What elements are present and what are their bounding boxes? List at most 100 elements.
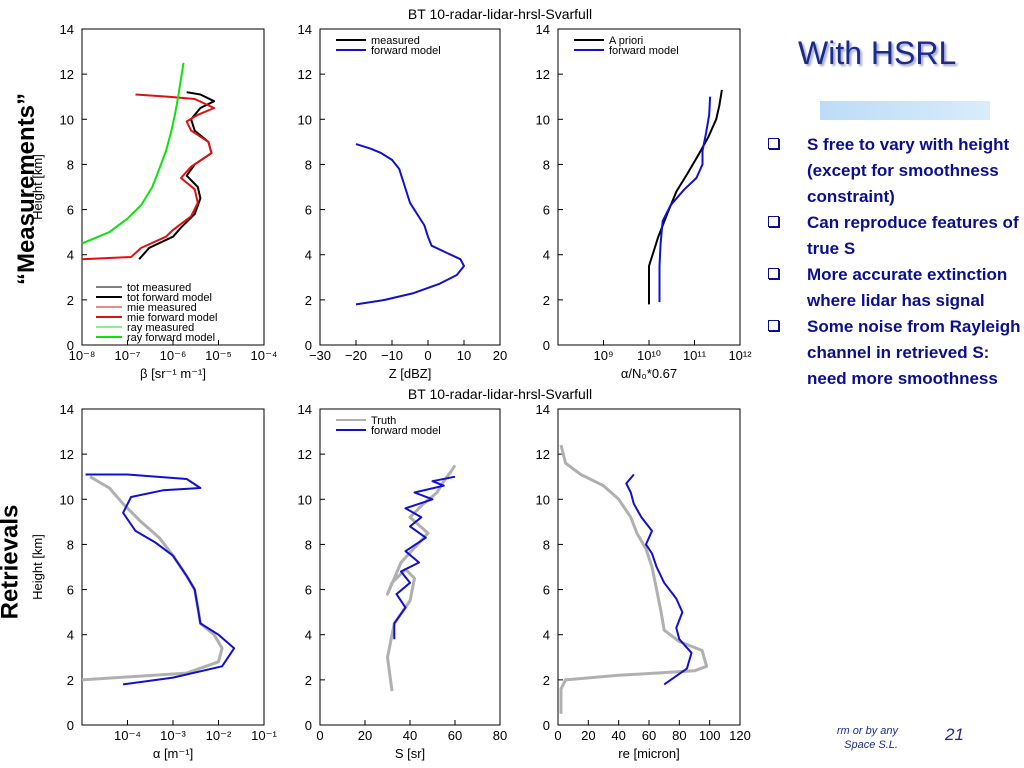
x-tick-label: 10⁻⁸ <box>69 348 96 363</box>
x-axis-label: α [m⁻¹] <box>153 746 193 761</box>
legend-label: forward model <box>371 45 441 57</box>
x-tick-label: 10⁻¹ <box>251 728 277 743</box>
side-label-measurements: “Measurements” <box>13 92 41 286</box>
y-tick-label: 4 <box>67 248 74 263</box>
series-line <box>355 143 465 306</box>
x-tick-label: 10⁻⁷ <box>114 348 140 363</box>
checkbox-bullet-icon <box>768 138 779 149</box>
series-line <box>625 473 693 686</box>
bullet-item: Some noise from Rayleigh channel in retr… <box>764 314 1022 392</box>
slide-title: With HSRL <box>798 35 957 71</box>
bullet-item: S free to vary with height (except for s… <box>764 132 1022 210</box>
y-tick-label: 6 <box>543 203 550 218</box>
y-tick-label: 12 <box>536 67 550 82</box>
y-tick-label: 10 <box>536 492 550 507</box>
y-tick-label: 6 <box>67 203 74 218</box>
y-tick-label: 4 <box>305 628 312 643</box>
x-tick-label: 10¹¹ <box>683 348 707 363</box>
y-tick-label: 0 <box>543 338 550 353</box>
checkbox-bullet-icon <box>768 268 779 279</box>
x-tick-label: 10¹⁰ <box>637 348 661 363</box>
y-tick-label: 14 <box>298 22 312 37</box>
x-tick-label: 60 <box>642 728 656 743</box>
y-tick-label: 12 <box>60 447 74 462</box>
series-line <box>81 93 216 261</box>
x-tick-label: 10⁻³ <box>160 728 186 743</box>
x-tick-label: 80 <box>493 728 507 743</box>
series-line <box>81 62 185 245</box>
legend-label: Truth <box>371 415 396 427</box>
series-line <box>138 91 216 260</box>
series-line <box>648 89 723 305</box>
y-tick-label: 8 <box>67 157 74 172</box>
y-tick-label: 2 <box>67 293 74 308</box>
y-tick-label: 2 <box>305 293 312 308</box>
x-tick-label: 20 <box>581 728 595 743</box>
y-tick-label: 8 <box>543 537 550 552</box>
page-number: 21 <box>945 725 964 744</box>
footer-text: rm or by any Space S.L. <box>836 725 898 751</box>
series-line <box>386 464 457 692</box>
x-tick-label: 10⁻⁴ <box>114 728 141 743</box>
x-axis-label: α/N₀*0.67 <box>621 366 677 381</box>
legend-label: measured <box>371 35 420 47</box>
y-tick-label: 4 <box>305 248 312 263</box>
x-tick-label: 10⁹ <box>593 348 613 363</box>
y-tick-label: 0 <box>305 338 312 353</box>
y-axis-label: Height [km] <box>30 154 45 220</box>
x-tick-label: −20 <box>345 348 367 363</box>
y-tick-label: 12 <box>536 447 550 462</box>
y-tick-label: 12 <box>60 67 74 82</box>
y-tick-label: 2 <box>543 673 550 688</box>
x-tick-label: 0 <box>554 728 561 743</box>
y-tick-label: 14 <box>298 402 312 417</box>
y-tick-label: 12 <box>298 447 312 462</box>
y-axis-label: Height [km] <box>30 534 45 600</box>
checkbox-bullet-icon <box>768 320 779 331</box>
bullet-item: Can reproduce features of true S <box>764 210 1022 262</box>
x-tick-label: 10 <box>457 348 471 363</box>
legend-label: mie measured <box>127 302 197 314</box>
x-tick-label: 100 <box>699 728 721 743</box>
x-tick-label: −30 <box>309 348 331 363</box>
title-underline-bar <box>820 101 990 120</box>
legend-label: tot forward model <box>127 292 212 304</box>
x-tick-label: 10⁻⁶ <box>160 348 187 363</box>
x-axis-label: Z [dBZ] <box>389 366 432 381</box>
series-line <box>658 96 712 303</box>
y-tick-label: 14 <box>536 402 550 417</box>
y-tick-label: 4 <box>543 628 550 643</box>
series-line <box>81 475 224 682</box>
legend-label: tot measured <box>127 282 191 294</box>
plot-frame <box>319 28 501 346</box>
y-tick-label: 2 <box>305 673 312 688</box>
x-tick-label: 40 <box>403 728 417 743</box>
y-tick-label: 8 <box>67 537 74 552</box>
x-tick-label: 10⁻⁵ <box>205 348 232 363</box>
y-tick-label: 0 <box>67 338 74 353</box>
x-tick-label: 20 <box>358 728 372 743</box>
series-line <box>393 475 456 640</box>
y-tick-label: 10 <box>60 112 74 127</box>
legend-label: A priori <box>609 35 643 47</box>
y-tick-label: 6 <box>67 583 74 598</box>
y-tick-label: 14 <box>60 402 74 417</box>
y-tick-label: 6 <box>305 203 312 218</box>
x-axis-label: re [micron] <box>618 746 679 761</box>
x-axis-label: β [sr⁻¹ m⁻¹] <box>140 366 206 381</box>
x-tick-label: −10 <box>381 348 403 363</box>
chart-title: BT 10-radar-lidar-hrsl-Svarfull <box>408 386 592 402</box>
y-tick-label: 6 <box>543 583 550 598</box>
y-tick-label: 10 <box>298 492 312 507</box>
chart-title: BT 10-radar-lidar-hrsl-Svarfull <box>408 6 592 22</box>
checkbox-bullet-icon <box>768 216 779 227</box>
bullet-item: More accurate extinction where lidar has… <box>764 262 1022 314</box>
legend-label: mie forward model <box>127 312 217 324</box>
legend-label: forward model <box>609 45 679 57</box>
y-tick-label: 2 <box>543 293 550 308</box>
y-tick-label: 10 <box>298 112 312 127</box>
x-tick-label: 20 <box>493 348 507 363</box>
y-tick-label: 8 <box>543 157 550 172</box>
y-tick-label: 14 <box>536 22 550 37</box>
